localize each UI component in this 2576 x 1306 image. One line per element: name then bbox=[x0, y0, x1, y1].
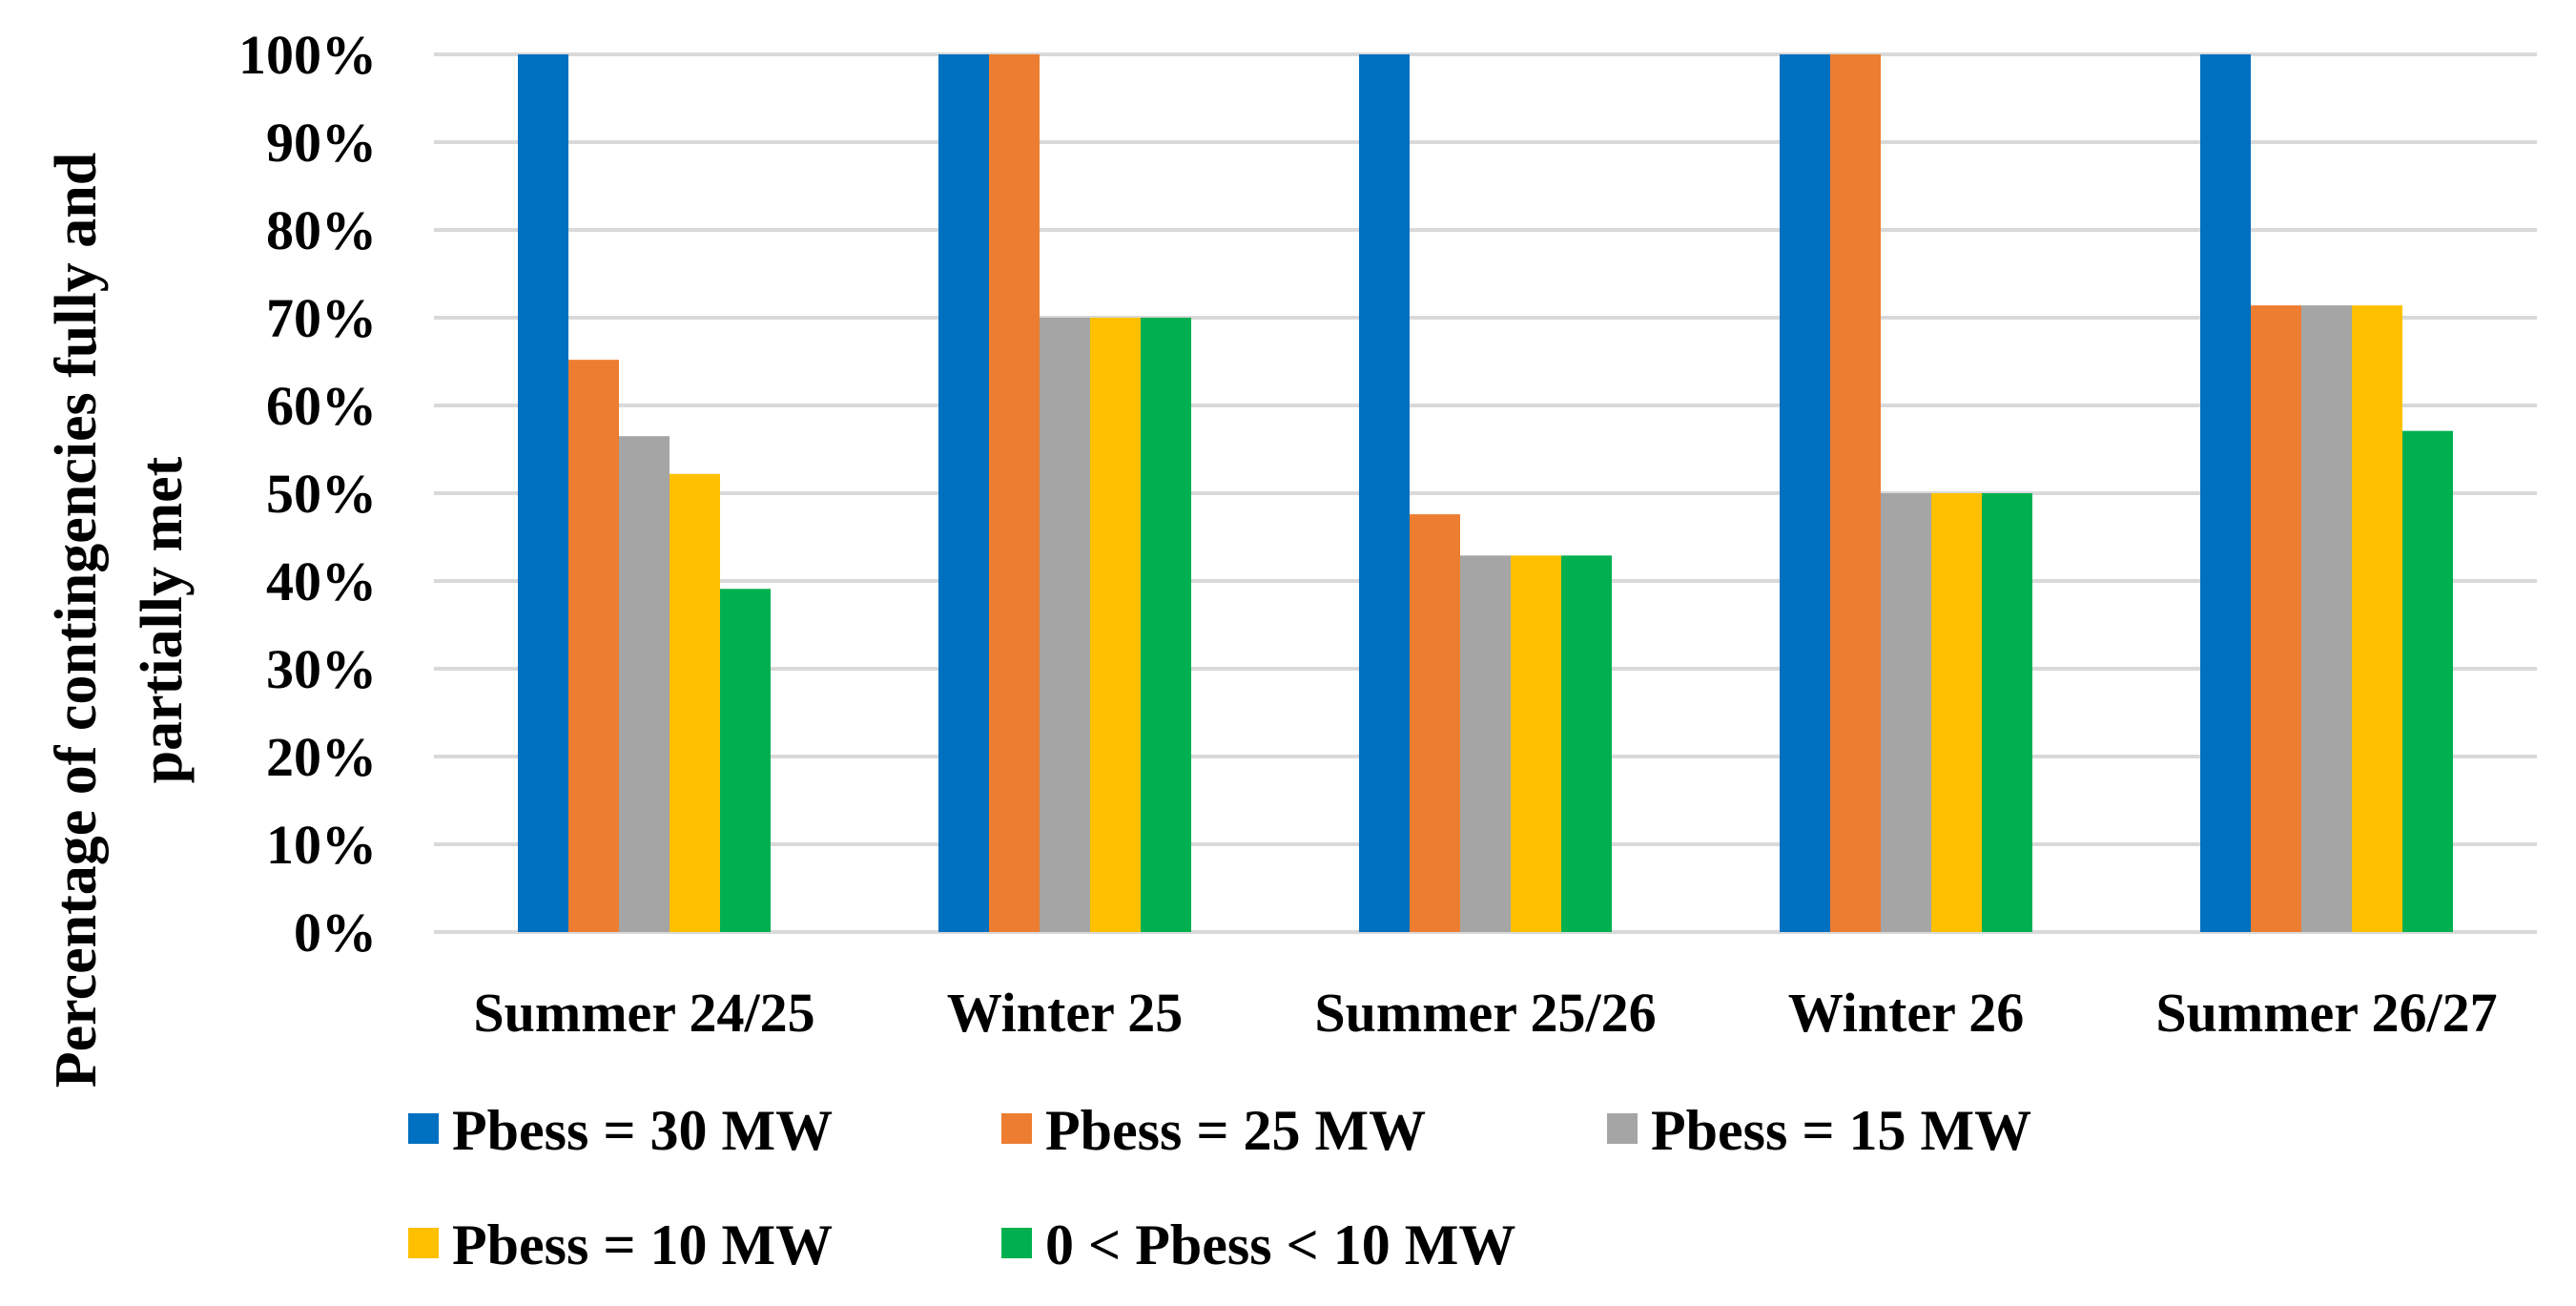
y-tick-label: 60% bbox=[266, 375, 377, 437]
y-axis-ticks: 0% 10% 20% 30% 40% 50% 60% 70% 80% 90% 100% bbox=[238, 24, 377, 964]
legend-label: Pbess = 15 MW bbox=[1651, 1099, 2031, 1162]
bar bbox=[1040, 318, 1090, 932]
legend-swatch bbox=[408, 1228, 439, 1258]
y-tick-label: 40% bbox=[266, 550, 377, 612]
y-axis-title-line-1: Percentage of contingencies fully and bbox=[44, 153, 109, 1088]
y-tick-label: 80% bbox=[266, 199, 377, 261]
bar bbox=[1141, 318, 1191, 932]
bar bbox=[670, 473, 720, 932]
bar bbox=[1881, 493, 1931, 932]
legend-label: Pbess = 10 MW bbox=[452, 1213, 833, 1276]
x-category-label: Summer 24/25 bbox=[473, 982, 814, 1044]
bar bbox=[619, 436, 670, 932]
y-axis-title-line-2: partially met bbox=[130, 456, 195, 783]
x-category-label: Winter 25 bbox=[947, 982, 1184, 1044]
bar bbox=[2402, 430, 2453, 932]
bar bbox=[1830, 54, 1881, 932]
legend: Pbess = 30 MW Pbess = 25 MW Pbess = 15 MW P… bbox=[408, 1099, 2031, 1276]
bar bbox=[1090, 318, 1141, 932]
bar bbox=[518, 54, 568, 932]
legend-swatch bbox=[1001, 1113, 1032, 1144]
legend-label: Pbess = 30 MW bbox=[452, 1099, 833, 1162]
y-tick-label: 70% bbox=[266, 287, 377, 349]
bar bbox=[2352, 305, 2402, 932]
bar bbox=[1410, 514, 1460, 932]
bar bbox=[938, 54, 989, 932]
y-tick-label: 0% bbox=[294, 902, 377, 964]
bar bbox=[1982, 493, 2032, 932]
x-category-label: Summer 25/26 bbox=[1314, 982, 1656, 1044]
bar bbox=[1780, 54, 1830, 932]
bar bbox=[2251, 305, 2301, 932]
bar bbox=[2200, 54, 2251, 932]
legend-label: 0 < Pbess < 10 MW bbox=[1045, 1213, 1515, 1276]
x-category-label: Winter 26 bbox=[1788, 982, 2025, 1044]
y-tick-label: 90% bbox=[266, 112, 377, 174]
y-tick-label: 100% bbox=[238, 24, 377, 86]
bar bbox=[2301, 305, 2352, 932]
y-tick-label: 50% bbox=[266, 463, 377, 525]
bar bbox=[1561, 555, 1612, 932]
x-axis-categories: Summer 24/25 Winter 25 Summer 25/26 Winter … bbox=[473, 982, 2497, 1044]
y-tick-label: 30% bbox=[266, 638, 377, 700]
bar bbox=[1931, 493, 1982, 932]
legend-label: Pbess = 25 MW bbox=[1045, 1099, 1426, 1162]
legend-swatch bbox=[1001, 1228, 1032, 1258]
legend-swatch bbox=[1607, 1113, 1638, 1144]
y-tick-label: 20% bbox=[266, 726, 377, 788]
y-axis-title: Percentage of contingencies fully and pa… bbox=[44, 153, 195, 1088]
y-tick-label: 10% bbox=[266, 814, 377, 876]
bar bbox=[1460, 555, 1511, 932]
bar bbox=[989, 54, 1040, 932]
bars bbox=[518, 54, 2453, 932]
bar bbox=[1511, 555, 1561, 932]
bar bbox=[1359, 54, 1410, 932]
x-category-label: Summer 26/27 bbox=[2155, 982, 2497, 1044]
bar bbox=[568, 360, 619, 932]
legend-swatch bbox=[408, 1113, 439, 1144]
bar bbox=[720, 589, 771, 932]
